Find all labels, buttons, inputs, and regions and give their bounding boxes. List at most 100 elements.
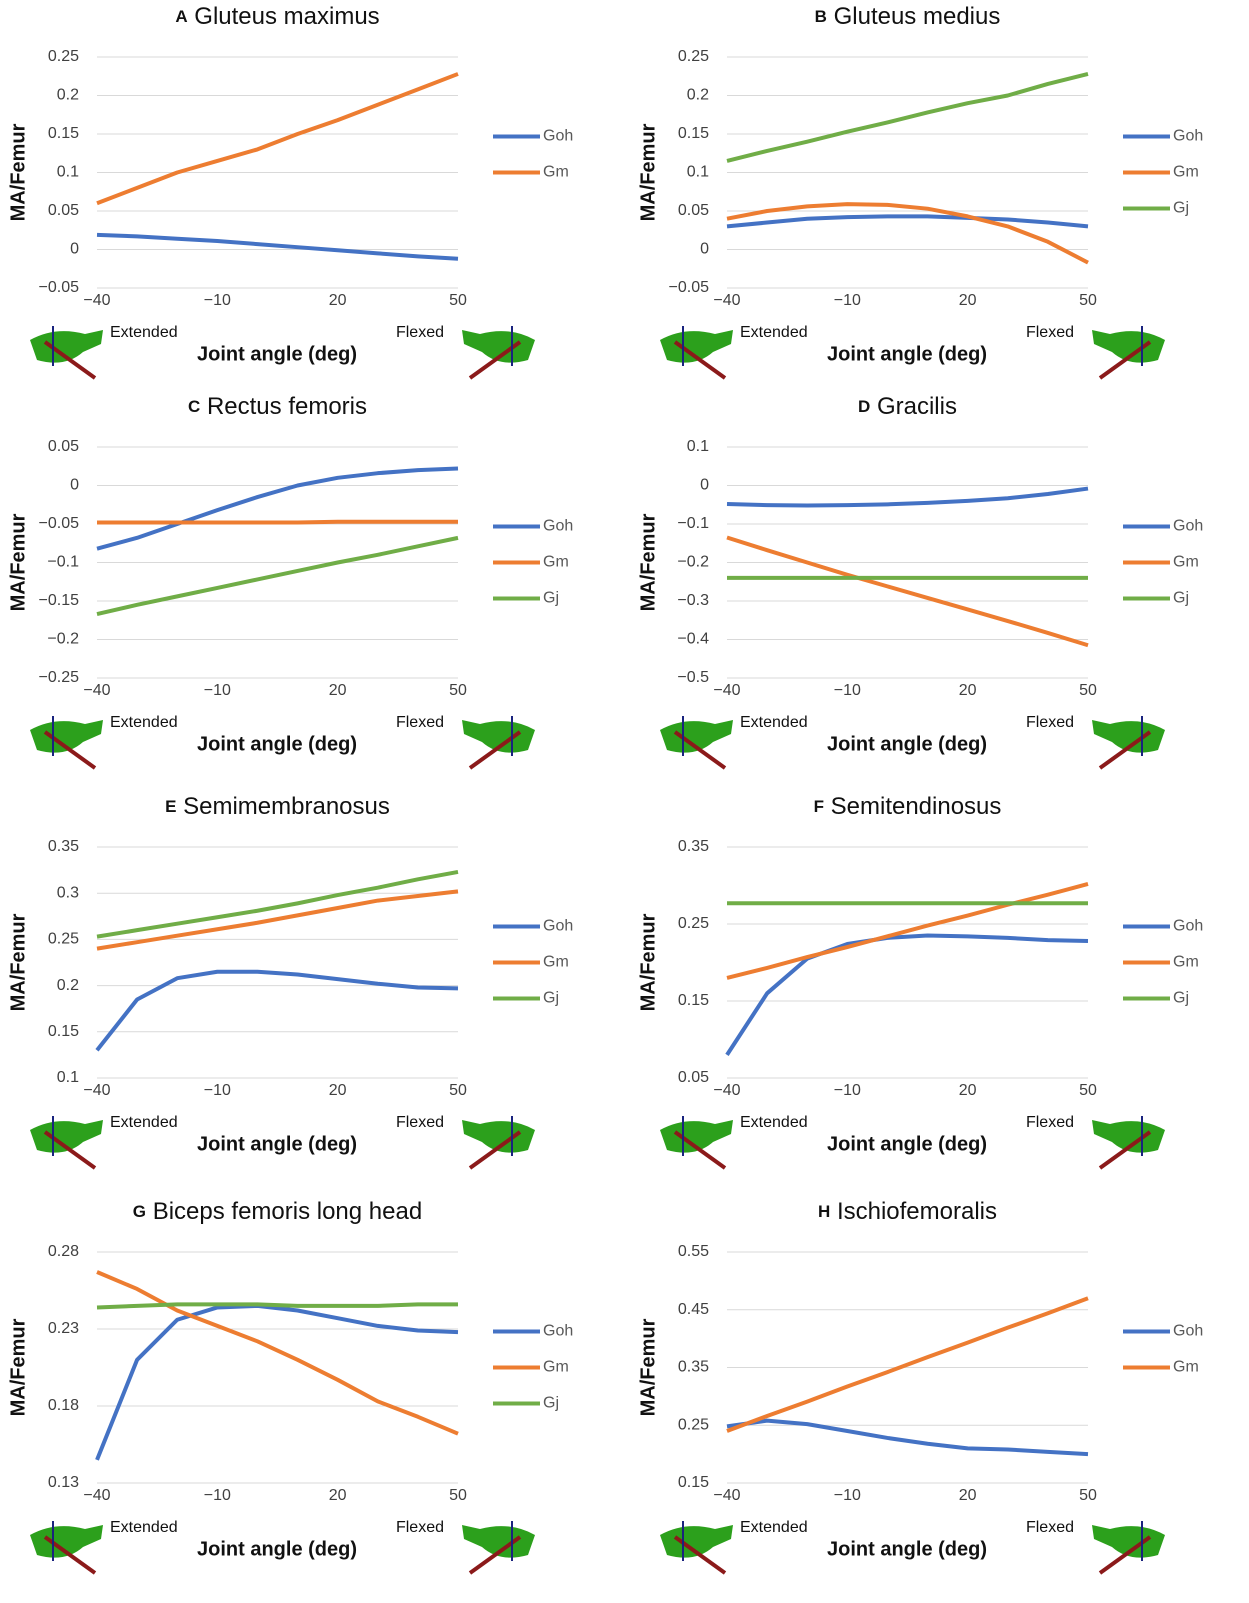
y-tick-label: 0.13 [48,1474,79,1491]
x-tick-label: 50 [449,682,467,699]
y-tick-label: 0 [70,477,79,494]
series-line [726,1296,1089,1433]
y-tick-label: −0.05 [39,279,80,296]
x-axis-title: Joint angle (deg) [827,1538,987,1560]
annotation: Flexed [396,1114,444,1131]
legend-label: Gj [543,590,559,607]
x-tick-label: 20 [329,1082,347,1099]
bone-icon [660,1521,733,1575]
y-tick-label: 0.15 [678,992,709,1009]
title-space [200,393,207,420]
panel-letter: H [818,1202,830,1221]
y-tick-label: 0.18 [48,1397,79,1414]
series-line [726,202,1089,265]
y-tick-label: −0.1 [47,554,79,571]
legend-label: Gj [1173,990,1189,1007]
series-line [95,1303,459,1461]
title-space [188,3,195,30]
legend-label: Gm [543,164,569,181]
y-tick-label: 0.15 [678,1474,709,1491]
legend-label: Gm [1173,1359,1199,1376]
y-tick-label: 0.2 [57,87,79,104]
y-tick-label: 0.55 [678,1243,709,1260]
legend-label: Gm [1173,954,1199,971]
bone-shape [1092,1120,1165,1153]
panel-title: D Gracilis [858,393,957,420]
legend-label: Goh [543,1323,573,1340]
y-tick-label: 0 [700,477,709,494]
x-tick-label: −40 [83,1487,110,1504]
series-line [726,1418,1089,1457]
y-tick-label: 0.15 [48,1023,79,1040]
legend-label: Goh [1173,518,1203,535]
annotation: Extended [110,1114,178,1131]
panel-letter: G [133,1202,146,1221]
bone-shape [660,330,733,363]
y-tick-label: 0.28 [48,1243,79,1260]
x-tick-label: 50 [1079,682,1097,699]
x-tick-label: 50 [1079,1082,1097,1099]
legend-label: Gj [1173,200,1189,217]
bone-shape [462,1525,535,1558]
x-tick-label: −10 [834,682,861,699]
y-tick-label: −0.05 [669,279,710,296]
bone-shape [1092,1525,1165,1558]
title-space [830,1198,837,1225]
legend-label: Gm [543,554,569,571]
series-line [96,72,459,206]
y-axis-title: MA/Femur [7,1318,29,1416]
y-axis-title: MA/Femur [7,913,29,1011]
y-tick-label: −0.15 [39,592,80,609]
x-tick-label: −10 [204,1487,231,1504]
x-tick-label: −40 [83,292,110,309]
annotation: Extended [740,1114,808,1131]
y-axis-title: MA/Femur [637,513,659,611]
legend-label: Gj [1173,590,1189,607]
x-tick-label: 20 [959,292,977,309]
x-tick-label: −40 [713,1487,740,1504]
x-tick-label: −10 [204,682,231,699]
y-axis-title: MA/Femur [637,123,659,221]
legend-label: Goh [543,918,573,935]
bone-shape [30,1525,103,1558]
title-space [824,793,831,820]
y-tick-label: 0.05 [678,1069,709,1086]
annotation: Extended [110,1519,178,1536]
series-line [726,214,1089,229]
x-tick-label: −40 [83,1082,110,1099]
x-tick-label: 50 [449,1082,467,1099]
x-tick-label: −40 [83,682,110,699]
bone-shape [30,1120,103,1153]
panel-letter: B [815,7,827,26]
x-axis-title: Joint angle (deg) [827,1133,987,1155]
bone-icon [660,716,733,770]
legend-label: Gm [543,1359,569,1376]
y-tick-label: 0.25 [678,915,709,932]
x-axis-title: Joint angle (deg) [197,343,357,365]
x-axis-title: Joint angle (deg) [827,343,987,365]
annotation: Extended [740,324,808,341]
panel-letter: D [858,397,870,416]
panel-title-text: Semitendinosus [831,793,1002,820]
bone-icon [660,326,733,380]
y-tick-label: 0.15 [678,125,709,142]
panel-title: H Ischiofemoralis [818,1198,997,1225]
annotation: Extended [110,714,178,731]
legend-label: Goh [1173,1323,1203,1340]
bone-icon [462,1116,535,1170]
x-tick-label: 20 [959,682,977,699]
legend-label: Goh [543,518,573,535]
series-line [96,232,459,261]
annotation: Flexed [396,1519,444,1536]
title-space [827,3,834,30]
y-tick-label: 0.3 [57,884,79,901]
panel-title: G Biceps femoris long head [133,1198,422,1225]
series-line [726,882,1089,980]
panel-title: E Semimembranosus [165,793,390,820]
panel-letter: A [175,7,187,26]
bone-icon [462,326,535,380]
bone-shape [30,330,103,363]
legend-label: Goh [1173,918,1203,935]
x-tick-label: 20 [329,1487,347,1504]
bone-icon [462,1521,535,1575]
